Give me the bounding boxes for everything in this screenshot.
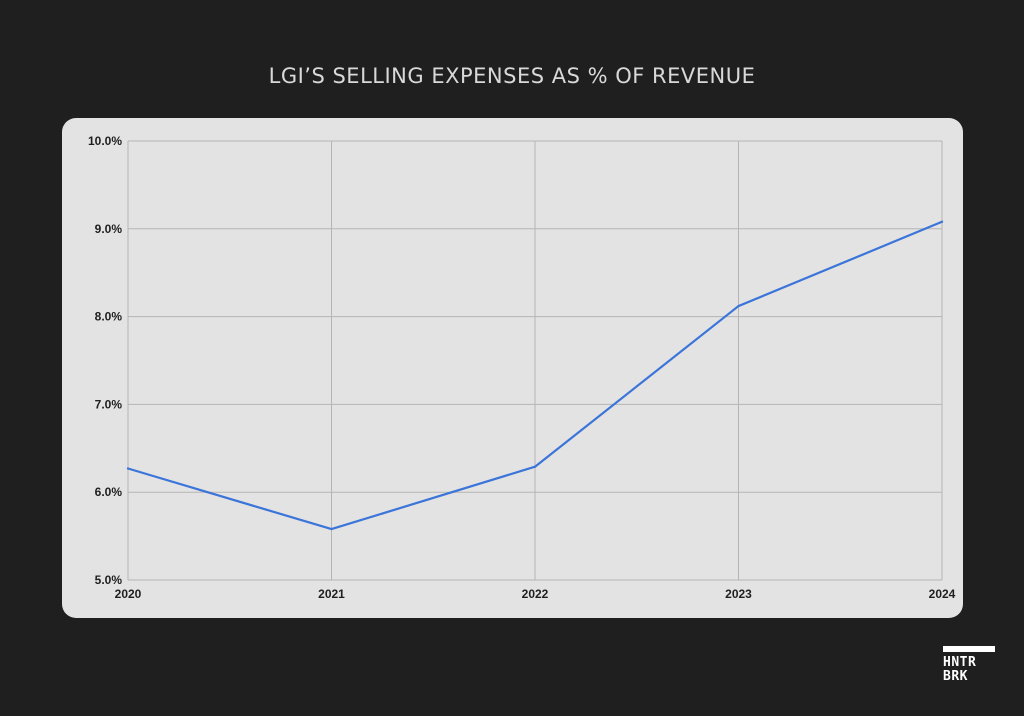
tick-labels: 5.0% 6.0% 7.0% 8.0% 9.0% 10.0% 2020 2021 2022 202… — [88, 134, 956, 601]
y-tick-label: 6.0% — [95, 485, 123, 499]
y-tick-label: 5.0% — [95, 573, 123, 587]
chart-panel: 5.0% 6.0% 7.0% 8.0% 9.0% 10.0% 2020 2021 2022 202… — [62, 118, 963, 618]
data-point — [533, 465, 537, 468]
x-tick-label: 2023 — [725, 587, 752, 601]
x-tick-label: 2021 — [318, 587, 345, 601]
series-layer — [126, 220, 944, 531]
y-tick-label: 8.0% — [95, 310, 123, 324]
line-chart: 5.0% 6.0% 7.0% 8.0% 9.0% 10.0% 2020 2021 2022 202… — [88, 134, 956, 601]
y-tick-label: 7.0% — [95, 397, 123, 411]
y-tick-label: 10.0% — [88, 134, 122, 148]
grid-layer — [127, 140, 943, 581]
data-point — [330, 527, 333, 531]
x-tick-label: 2024 — [929, 587, 956, 601]
x-tick-label: 2022 — [522, 587, 549, 601]
brand-line-2: BRK — [943, 669, 968, 684]
data-point — [940, 220, 944, 223]
x-tick-label: 2020 — [115, 587, 142, 601]
brand-logo: HNTR BRK — [943, 646, 997, 684]
brand-bar — [943, 646, 995, 652]
data-point — [126, 467, 130, 470]
data-point — [737, 304, 740, 308]
y-tick-label: 9.0% — [95, 222, 123, 236]
brand-line-1: HNTR — [943, 655, 977, 670]
chart-title: LGI’S SELLING EXPENSES AS % OF REVENUE — [268, 64, 756, 88]
